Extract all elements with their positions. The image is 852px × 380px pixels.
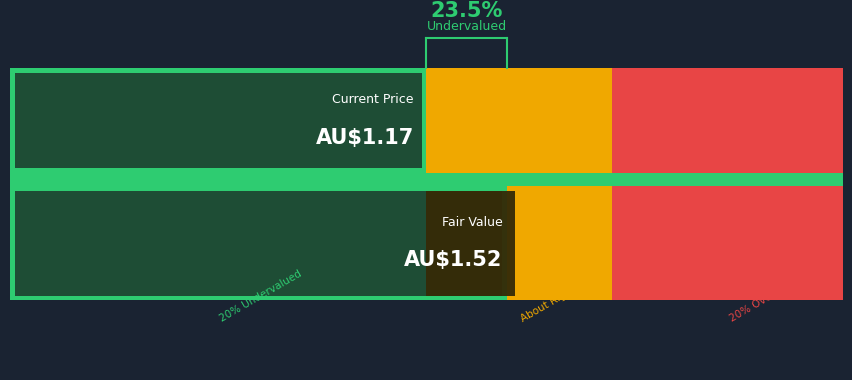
Bar [10,186,506,300]
Bar [10,68,426,173]
Bar [426,68,612,173]
Bar [506,186,612,300]
Text: 20% Undervalued: 20% Undervalued [218,269,303,324]
Text: Undervalued: Undervalued [426,20,506,33]
Text: AU$1.52: AU$1.52 [404,250,502,270]
Bar [612,186,842,300]
Text: AU$1.17: AU$1.17 [315,128,413,148]
Text: Fair Value: Fair Value [441,216,502,229]
Bar [612,68,842,173]
Bar [10,173,842,186]
Bar [426,191,515,296]
Bar [14,73,422,168]
Text: About Right: About Right [519,285,577,324]
Text: 23.5%: 23.5% [430,2,502,21]
Bar [14,191,502,296]
Text: 20% Overvalued: 20% Overvalued [727,272,807,324]
Text: Current Price: Current Price [331,93,413,106]
